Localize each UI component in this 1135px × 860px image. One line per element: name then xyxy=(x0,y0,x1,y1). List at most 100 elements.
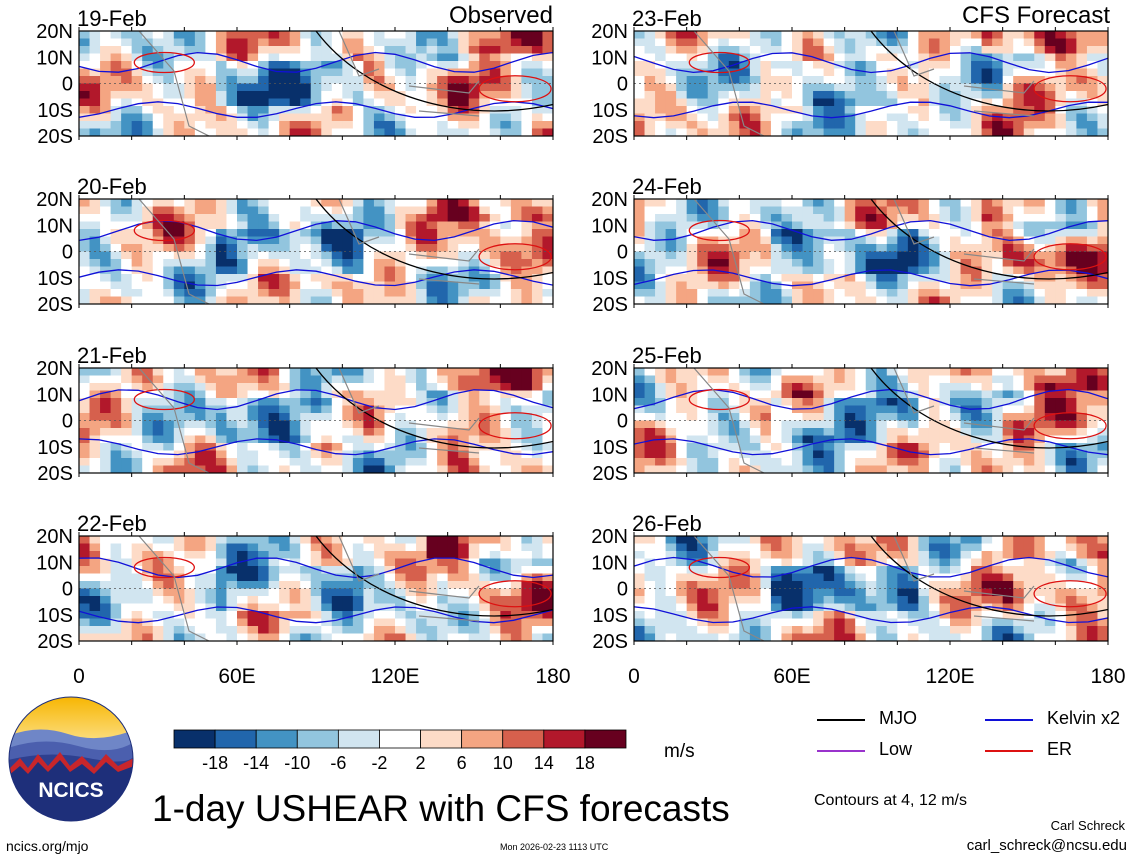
field-cell xyxy=(823,274,835,283)
field-cell xyxy=(300,428,312,437)
field-cell xyxy=(992,450,1004,459)
field-cell xyxy=(644,128,656,136)
field-cell xyxy=(760,98,772,107)
field-cell xyxy=(331,121,343,130)
field-cell xyxy=(781,375,793,384)
field-cell xyxy=(300,121,312,130)
field-cell xyxy=(960,214,972,223)
field-cell xyxy=(373,383,386,392)
field-cell xyxy=(1044,375,1056,384)
field-cell xyxy=(992,465,1004,473)
field-cell xyxy=(707,274,719,283)
field-cell xyxy=(886,543,898,552)
field-cell xyxy=(89,38,101,47)
field-cell xyxy=(897,289,909,298)
field-cell xyxy=(184,405,196,414)
field-cell xyxy=(268,98,280,107)
field-cell xyxy=(960,443,972,452)
field-cell xyxy=(1065,121,1077,130)
field-cell xyxy=(121,83,133,92)
field-cell xyxy=(1086,443,1099,452)
field-cell xyxy=(813,214,825,223)
field-cell xyxy=(1076,573,1088,582)
field-cell xyxy=(416,106,428,115)
field-cell xyxy=(960,551,972,560)
field-cell xyxy=(416,413,428,422)
field-cell xyxy=(510,91,522,100)
field-cell xyxy=(510,113,522,122)
field-cell xyxy=(310,199,322,208)
field-cell xyxy=(886,206,898,215)
field-cell xyxy=(939,428,951,437)
field-cell xyxy=(813,91,825,100)
field-cell xyxy=(352,443,364,452)
field-cell xyxy=(823,443,835,452)
field-cell xyxy=(100,91,112,100)
field-cell xyxy=(468,31,480,40)
field-cell xyxy=(707,375,719,384)
field-cell xyxy=(886,214,898,223)
field-cell xyxy=(321,91,333,100)
field-cell xyxy=(749,368,761,377)
field-cell xyxy=(131,405,143,414)
field-cell xyxy=(918,375,930,384)
field-cell xyxy=(405,128,417,136)
field-cell xyxy=(634,450,646,459)
field-cell xyxy=(886,405,898,414)
field-cell xyxy=(121,46,133,55)
field-cell xyxy=(897,236,909,245)
field-cell xyxy=(865,558,877,567)
field-cell xyxy=(331,76,343,85)
field-cell xyxy=(237,458,249,467)
field-cell xyxy=(289,420,301,429)
field-cell xyxy=(707,259,719,268)
field-cell xyxy=(373,121,386,130)
field-cell xyxy=(918,259,930,268)
field-cell xyxy=(215,289,228,298)
field-cell xyxy=(1002,31,1014,40)
field-cell xyxy=(258,543,270,552)
field-cell xyxy=(950,551,962,560)
field-cell xyxy=(950,413,962,422)
field-cell xyxy=(939,296,951,304)
field-cell xyxy=(163,106,175,115)
field-cell xyxy=(489,588,501,597)
field-cell xyxy=(834,53,846,62)
lat-label: 10S xyxy=(592,437,628,459)
er-contour xyxy=(688,219,750,242)
field-cell xyxy=(226,296,238,304)
field-cell xyxy=(447,413,459,422)
field-cell xyxy=(918,53,930,62)
field-cell xyxy=(426,368,438,377)
field-cell xyxy=(342,206,354,215)
field-cell xyxy=(1086,91,1099,100)
field-cell xyxy=(258,603,270,612)
field-cell xyxy=(447,229,459,238)
field-cell xyxy=(100,61,112,70)
field-cell xyxy=(792,98,804,107)
field-cell xyxy=(1055,38,1067,47)
field-cell xyxy=(739,581,751,590)
field-cell xyxy=(152,98,164,107)
field-cell xyxy=(739,214,751,223)
field-cell xyxy=(644,573,656,582)
field-cell xyxy=(981,199,993,208)
field-cell xyxy=(479,413,491,422)
field-cell xyxy=(194,596,206,605)
field-cell xyxy=(971,221,983,230)
field-cell xyxy=(728,289,740,298)
field-cell xyxy=(79,368,91,377)
field-cell xyxy=(676,31,688,40)
field-cell xyxy=(960,390,972,399)
field-cell xyxy=(749,536,761,545)
field-cell xyxy=(813,236,825,245)
field-cell xyxy=(781,221,793,230)
field-cell xyxy=(131,229,143,238)
field-cell xyxy=(844,199,856,208)
field-cell xyxy=(268,61,280,70)
er-contour xyxy=(133,51,195,74)
field-cell xyxy=(802,38,814,47)
field-cell xyxy=(479,31,491,40)
